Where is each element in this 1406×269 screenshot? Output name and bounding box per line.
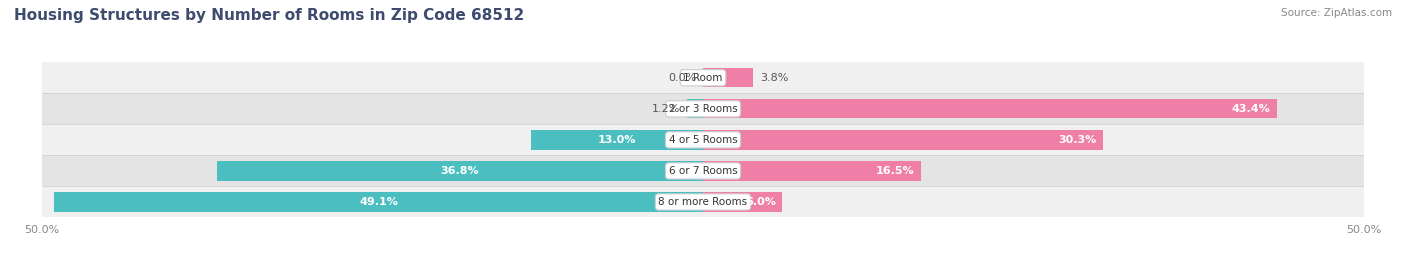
Bar <box>217 161 703 180</box>
Bar <box>53 192 703 212</box>
Bar <box>703 99 1277 118</box>
Text: 6.0%: 6.0% <box>745 197 776 207</box>
Bar <box>703 130 1104 150</box>
Text: 1.2%: 1.2% <box>652 104 681 114</box>
Text: Housing Structures by Number of Rooms in Zip Code 68512: Housing Structures by Number of Rooms in… <box>14 8 524 23</box>
Bar <box>703 68 754 87</box>
Text: 8 or more Rooms: 8 or more Rooms <box>658 197 748 207</box>
Text: 30.3%: 30.3% <box>1059 135 1097 145</box>
Text: 6 or 7 Rooms: 6 or 7 Rooms <box>669 166 737 176</box>
Text: 0.0%: 0.0% <box>668 73 696 83</box>
Text: 3.8%: 3.8% <box>759 73 789 83</box>
Bar <box>688 99 703 118</box>
Text: 1 Room: 1 Room <box>683 73 723 83</box>
Bar <box>531 130 703 150</box>
Bar <box>703 192 782 212</box>
Text: 43.4%: 43.4% <box>1232 104 1270 114</box>
Bar <box>703 161 921 180</box>
Bar <box>42 93 1364 124</box>
Bar <box>42 124 1364 155</box>
Text: Source: ZipAtlas.com: Source: ZipAtlas.com <box>1281 8 1392 18</box>
Text: 49.1%: 49.1% <box>359 197 398 207</box>
Text: 16.5%: 16.5% <box>876 166 914 176</box>
Bar <box>42 186 1364 217</box>
Text: 4 or 5 Rooms: 4 or 5 Rooms <box>669 135 737 145</box>
Text: 36.8%: 36.8% <box>440 166 479 176</box>
Text: 2 or 3 Rooms: 2 or 3 Rooms <box>669 104 737 114</box>
Text: 13.0%: 13.0% <box>598 135 637 145</box>
Bar <box>42 155 1364 186</box>
Bar <box>42 62 1364 93</box>
